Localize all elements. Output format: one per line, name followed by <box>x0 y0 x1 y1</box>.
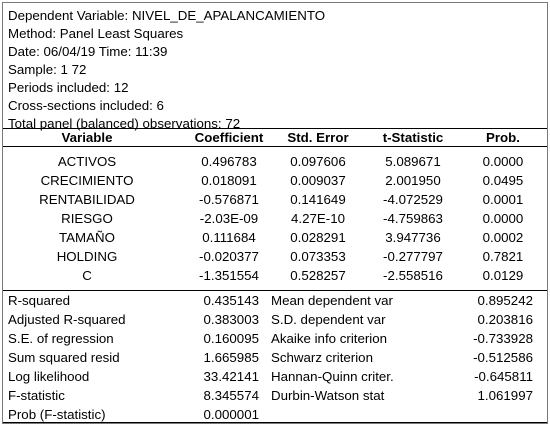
table-cell-std-error: 0.141649 <box>290 192 346 207</box>
stat-label: S.D. dependent var <box>271 312 386 327</box>
stat-label <box>271 405 461 424</box>
stat-label: S.E. of regression <box>8 331 114 346</box>
table-cell-t-statistic: -4.072529 <box>383 192 443 207</box>
stat-value: 0.383003 <box>203 312 259 327</box>
stat-label: Adjusted R-squared <box>8 312 126 327</box>
stat-value: -0.512586 <box>473 350 533 365</box>
header-line: Dependent Variable: NIVEL_DE_APALANCAMIE… <box>8 8 326 23</box>
stat-value: 33.42141 <box>203 369 259 384</box>
table-cell-coefficient: 0.111684 <box>202 230 256 245</box>
rule-top <box>3 128 547 129</box>
column-header-std-error: Std. Error <box>287 130 349 145</box>
table-cell-std-error: 0.097606 <box>290 154 346 169</box>
stat-value: 0.435143 <box>203 293 259 308</box>
table-cell-std-error: 0.528257 <box>290 268 346 283</box>
table-cell-coefficient: 0.496783 <box>201 154 257 169</box>
table-cell-t-statistic: -4.759863 <box>383 211 443 226</box>
stat-label: Akaike info criterion <box>271 331 388 346</box>
rule-under-coefficients <box>3 290 547 291</box>
header-line: Method: Panel Least Squares <box>8 26 184 41</box>
stat-label: Prob (F-statistic) <box>8 407 106 422</box>
table-cell-coefficient: -2.03E-09 <box>199 211 259 226</box>
stat-value: 0.000001 <box>203 407 259 422</box>
column-header-coefficient: Coefficient <box>194 130 264 145</box>
rule-under-header <box>3 146 547 147</box>
header-line: Periods included: 12 <box>8 80 129 95</box>
table-cell-t-statistic: 3.947736 <box>385 230 441 245</box>
table-cell-prob: 0.0001 <box>482 192 524 207</box>
header-line: Date: 06/04/19 Time: 11:39 <box>8 44 168 59</box>
table-cell-std-error: 0.009037 <box>290 173 346 188</box>
table-cell-std-error: 4.27E-10 <box>291 211 345 226</box>
stat-label: F-statistic <box>8 388 65 403</box>
stat-label: Log likelihood <box>8 369 90 384</box>
table-cell-std-error: 0.028291 <box>290 230 346 245</box>
table-cell-prob: 0.0495 <box>482 173 524 188</box>
table-cell-prob: 0.7821 <box>482 249 524 264</box>
table-cell-t-statistic: -2.558516 <box>383 268 443 283</box>
table-cell-t-statistic: 5.089671 <box>385 154 441 169</box>
stat-value: 0.160095 <box>203 331 259 346</box>
table-cell-variable: C <box>82 268 92 283</box>
table-cell-prob: 0.0000 <box>482 211 524 226</box>
stat-value: 0.203816 <box>477 312 533 327</box>
table-cell-coefficient: -1.351554 <box>199 268 259 283</box>
header-line: Cross-sections included: 6 <box>8 98 164 113</box>
table-cell-t-statistic: 2.001950 <box>385 173 441 188</box>
table-cell-variable: TAMAÑO <box>59 230 115 245</box>
stat-value: -0.645811 <box>474 369 533 384</box>
stat-label: Sum squared resid <box>8 350 120 365</box>
stat-label: Mean dependent var <box>271 293 393 308</box>
table-cell-t-statistic: -0.277797 <box>383 249 443 264</box>
table-cell-prob: 0.0002 <box>482 230 524 245</box>
stat-label: Hannan-Quinn criter. <box>271 369 394 384</box>
table-cell-coefficient: 0.018091 <box>201 173 257 188</box>
stat-label: Schwarz criterion <box>271 350 373 365</box>
stat-label: R-squared <box>8 293 71 308</box>
table-cell-variable: ACTIVOS <box>57 154 117 169</box>
rule-bottom <box>3 422 547 423</box>
table-cell-coefficient: -0.020377 <box>199 249 259 264</box>
column-header-t-statistic: t-Statistic <box>382 130 444 145</box>
stat-value: 8.345574 <box>203 388 259 403</box>
table-cell-variable: CRECIMIENTO <box>40 173 134 188</box>
stat-label: Durbin-Watson stat <box>271 388 385 403</box>
header-line: Sample: 1 72 <box>8 62 87 77</box>
header-line: Total panel (balanced) observations: 72 <box>8 116 241 131</box>
table-cell-variable: HOLDING <box>56 249 118 264</box>
stat-value: 1.061997 <box>477 388 533 403</box>
table-cell-variable: RENTABILIDAD <box>39 192 135 207</box>
table-cell-variable: RIESGO <box>61 211 113 226</box>
table-cell-prob: 0.0129 <box>482 268 524 283</box>
column-header-variable: Variable <box>61 130 113 145</box>
stat-value: 1.665985 <box>203 350 259 365</box>
table-cell-std-error: 0.073353 <box>290 249 346 264</box>
stat-value: -0.733928 <box>473 331 533 346</box>
stat-value: 0.895242 <box>477 293 533 308</box>
table-cell-prob: 0.0000 <box>482 154 524 169</box>
column-header-prob: Prob. <box>486 130 520 145</box>
table-cell-coefficient: -0.576871 <box>199 192 259 207</box>
stat-value <box>449 405 533 424</box>
